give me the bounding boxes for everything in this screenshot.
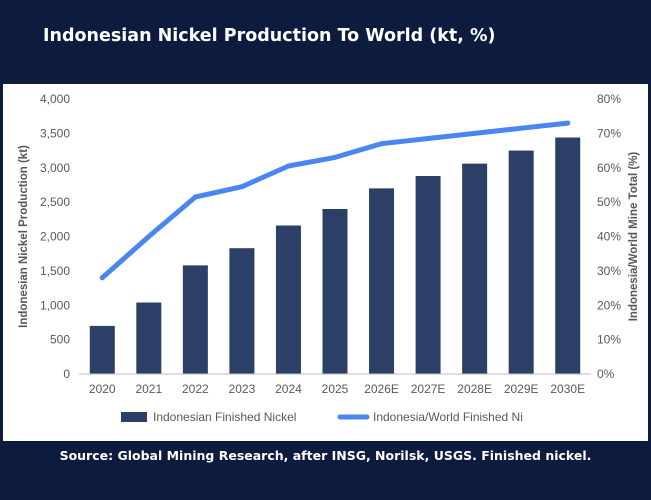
x-tick-label: 2028E <box>457 382 492 396</box>
y-tick-label: 3,000 <box>40 161 70 175</box>
y2-tick-label: 70% <box>597 126 621 140</box>
legend-label-line: Indonesia/World Finished Ni <box>373 410 523 424</box>
x-tick-label: 2026E <box>364 382 399 396</box>
bar <box>229 248 255 374</box>
bar <box>555 137 581 374</box>
line-point <box>192 194 198 200</box>
x-tick-label: 2020 <box>89 382 116 396</box>
line-point <box>379 141 385 147</box>
x-tick-label: 2029E <box>504 382 539 396</box>
y-tick-label: 1,000 <box>40 298 70 312</box>
y2-tick-label: 10% <box>597 333 621 347</box>
line-point <box>99 275 105 281</box>
source-note: Source: Global Mining Research, after IN… <box>59 448 592 463</box>
line-point <box>518 125 524 131</box>
line-point <box>146 234 152 239</box>
y2-tick-label: 0% <box>597 367 615 381</box>
y2-tick-label: 20% <box>597 298 621 312</box>
y-tick-label: 2,000 <box>40 230 70 244</box>
labels-layer: 2020 2021 2022 2023 2024 2025 2026E 2027E 2028E 2… <box>18 92 640 396</box>
legend-swatch-bar <box>121 412 147 422</box>
bar <box>322 209 348 374</box>
header-bar: Indonesian Nickel Production To World (k… <box>0 0 651 84</box>
bar <box>275 225 301 374</box>
line-point <box>239 184 245 190</box>
bar <box>369 188 395 374</box>
y-tick-label: 2,500 <box>40 195 70 209</box>
y2-tick-label: 30% <box>597 264 621 278</box>
bar <box>136 302 162 374</box>
y2-tick-label: 40% <box>597 230 621 244</box>
page-title: Indonesian Nickel Production To World (k… <box>43 26 496 46</box>
line-layer <box>99 120 571 281</box>
bar <box>182 265 208 374</box>
bars-layer <box>89 137 581 374</box>
y-axis-title: Indonesian Nickel Production (kt) <box>18 145 30 328</box>
line-point <box>332 154 338 160</box>
y-tick-label: 1,500 <box>40 264 70 278</box>
y-tick-label: 4,000 <box>40 92 70 106</box>
x-tick-label: 2025 <box>322 382 349 396</box>
line-point <box>565 120 571 126</box>
footer-bar <box>0 441 651 500</box>
bar <box>89 325 115 374</box>
bar <box>415 176 441 374</box>
y2-tick-label: 50% <box>597 195 621 209</box>
bar <box>462 163 488 374</box>
y-tick-label: 500 <box>50 333 70 347</box>
x-tick-label: 2023 <box>229 382 256 396</box>
x-tick-label: 2021 <box>135 382 162 396</box>
x-tick-label: 2022 <box>182 382 209 396</box>
y2-tick-label: 80% <box>597 92 621 106</box>
x-tick-label: 2030E <box>550 382 585 396</box>
line-point <box>425 136 431 142</box>
bar <box>508 150 534 374</box>
y-tick-label: 0 <box>63 367 70 381</box>
line-point <box>472 130 478 136</box>
legend: Indonesian Finished Nickel Indonesia/Worl… <box>121 410 523 424</box>
y-tick-label: 3,500 <box>40 126 70 140</box>
line-point <box>285 163 291 169</box>
x-tick-label: 2024 <box>275 382 302 396</box>
y2-tick-label: 60% <box>597 161 621 175</box>
y2-axis-title: Indonesia/World Mine Total (%) <box>628 152 640 322</box>
legend-label-bar: Indonesian Finished Nickel <box>153 410 296 424</box>
x-tick-label: 2027E <box>411 382 446 396</box>
